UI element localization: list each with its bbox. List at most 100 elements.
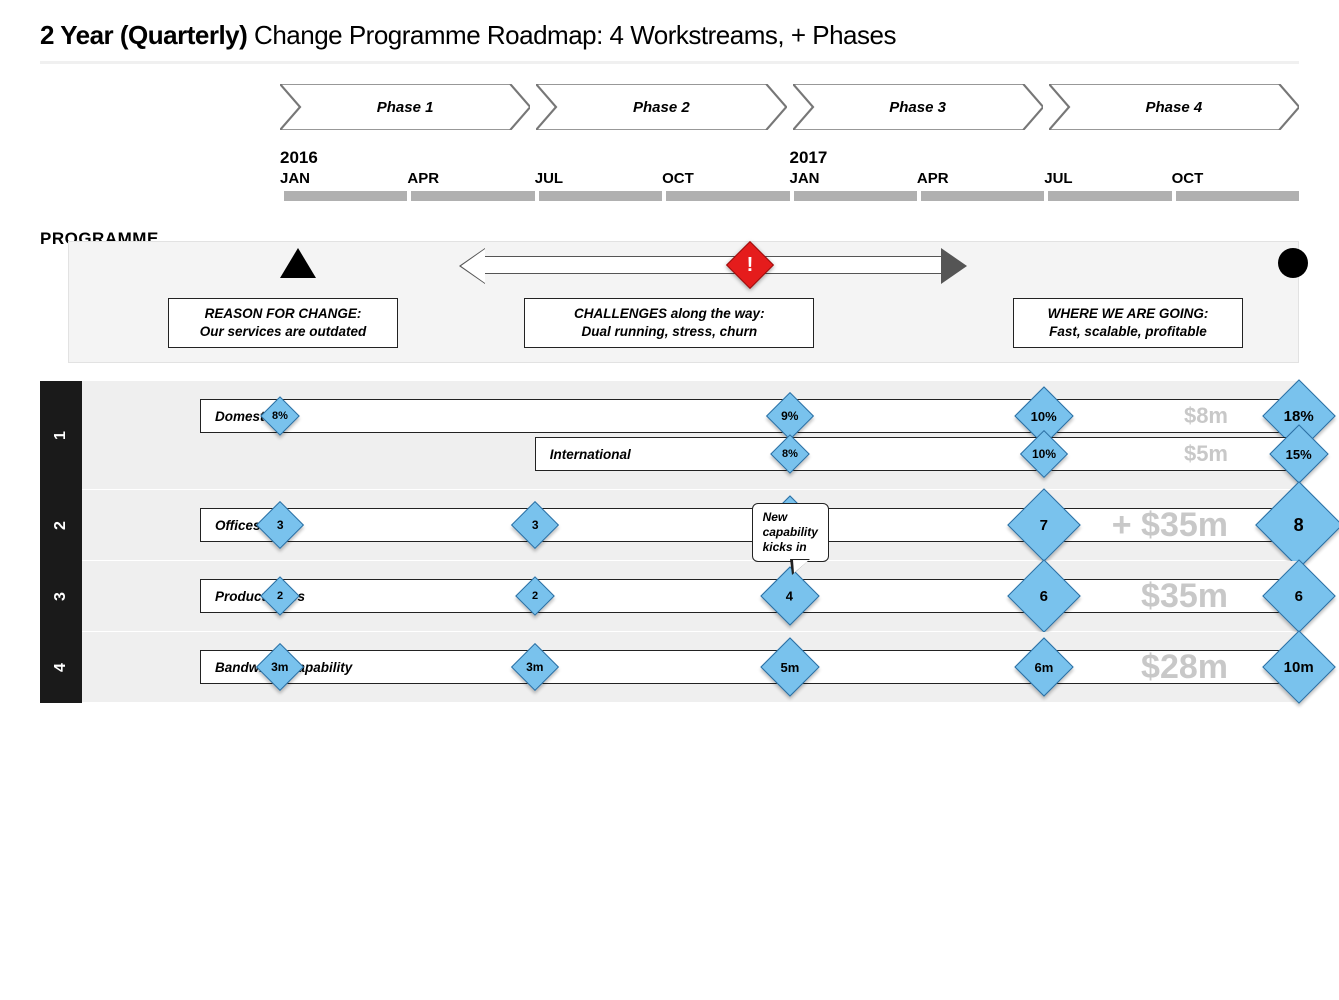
bar-value: $28m [1141,648,1228,687]
month-label: JAN [280,170,407,187]
workstream-body: Domestic$8m8%9%10%18%International$5m8%1… [82,381,1299,490]
title-light: Change Programme Roadmap: 4 Workstreams,… [247,20,896,50]
workstream-body: Product Lines$35m22466Newcapabilitykicks… [82,561,1299,632]
phase-label: Phase 4 [1146,99,1203,116]
milestone-value: 3m [526,660,543,674]
milestone-diamond: 6 [1007,559,1081,633]
phase-label: Phase 3 [889,99,946,116]
month-label: OCT [662,170,789,187]
bar-value: $35m [1141,577,1228,616]
bar-track: Bandwidth Capability$28m3m3m5m6m10m [82,650,1299,684]
workstream-row: 2Offices+ $35m33578 [40,490,1299,561]
start-triangle-icon [280,248,316,278]
workstream-row: 4Bandwidth Capability$28m3m3m5m6m10m [40,632,1299,703]
callout-line: capability [763,525,818,540]
bar-value: $8m [1184,403,1228,429]
milestone-value: 15% [1286,447,1312,462]
note-challenges: CHALLENGES along the way: Dual running, … [524,298,814,348]
milestone-value: 10m [1284,659,1314,676]
workstream-row: 1Domestic$8m8%9%10%18%International$5m8%… [40,381,1299,490]
year-2016: 2016 [280,148,407,168]
note-reason: REASON FOR CHANGE: Our services are outd… [168,298,398,348]
callout-line: kicks in [763,540,818,555]
workstream-number: 4 [40,632,82,703]
end-circle-icon [1278,248,1308,278]
workstream-body: Offices+ $35m33578 [82,490,1299,561]
double-arrow-icon [484,256,942,274]
milestone-value: 2 [277,590,283,602]
phase-chevron: Phase 2 [536,84,786,130]
bar-label: International [536,447,631,462]
month-label: JUL [535,170,662,187]
callout: Newcapabilitykicks in [752,503,829,562]
milestone-value: 6 [1040,588,1048,605]
bar-value: + $35m [1112,506,1228,545]
bar: Product Lines$35m [200,579,1299,613]
bar: Offices + $35m [200,508,1299,542]
milestone-diamond: 15% [1269,424,1328,483]
milestone-value: 6m [1035,659,1054,674]
milestone-value: 6 [1295,588,1303,605]
roadmap-chart: Phase 1 Phase 2 Phase 3 Phase 4 2016 2017 J… [40,84,1299,703]
bar-track: Product Lines$35m22466 [82,579,1299,613]
phase-chevron: Phase 3 [793,84,1043,130]
month-label: APR [917,170,1044,187]
milestone-value: 3m [271,660,288,674]
month-labels: JANAPRJULOCTJANAPRJULOCT [280,170,1299,187]
phase-label: Phase 2 [633,99,690,116]
milestone-value: 10% [1031,409,1057,424]
phase-header: Phase 1 Phase 2 Phase 3 Phase 4 [280,84,1299,130]
bar: Bandwidth Capability$28m [200,650,1299,684]
bar: Domestic$8m [200,399,1299,433]
workstream-number: 1 [40,381,82,490]
note-where: WHERE WE ARE GOING: Fast, scalable, prof… [1013,298,1243,348]
milestone-value: 8% [782,448,798,460]
workstream-row: 3Product Lines$35m22466Newcapabilitykick… [40,561,1299,632]
milestone-value: 3 [277,518,284,532]
warning-diamond-icon: ! [726,241,774,289]
bar-track: Offices+ $35m33578 [82,508,1299,542]
note-challenges-body: Dual running, stress, churn [541,323,797,341]
note-reason-body: Our services are outdated [185,323,381,341]
milestone-value: 8 [1294,514,1304,535]
bar-track: Domestic$8m8%9%10%18% [82,399,1299,433]
workstream-number: 2 [40,490,82,561]
note-challenges-title: CHALLENGES along the way: [541,305,797,323]
milestone-value: 10% [1032,447,1056,461]
milestone-value: 18% [1284,408,1314,425]
warning-symbol: ! [734,249,766,281]
note-where-title: WHERE WE ARE GOING: [1030,305,1226,323]
milestone-diamond: 10m [1262,630,1336,704]
milestone-diamond: 6 [1262,559,1336,633]
note-where-body: Fast, scalable, profitable [1030,323,1226,341]
milestone-diamond: 4 [760,566,819,625]
milestone-diamond: 6m [1015,637,1074,696]
year-2017: 2017 [790,148,917,168]
bar-track: International$5m8%10%15% [82,437,1299,471]
workstream-body: Bandwidth Capability$28m3m3m5m6m10m [82,632,1299,703]
month-label: JUL [1044,170,1171,187]
title-bold: 2 Year (Quarterly) [40,20,247,50]
milestone-value: 9% [781,409,798,423]
note-reason-title: REASON FOR CHANGE: [185,305,381,323]
milestone-diamond: 7 [1007,488,1081,562]
bar-label: Offices [201,518,261,533]
phase-chevron: Phase 4 [1049,84,1299,130]
month-label: OCT [1172,170,1299,187]
phase-label: Phase 1 [377,99,434,116]
callout-line: New [763,510,818,525]
timeline-axis [280,189,1299,203]
milestone-value: 2 [532,590,538,602]
milestone-value: 8% [272,410,288,422]
phase-chevron: Phase 1 [280,84,530,130]
bar: International $5m [535,437,1299,471]
month-label: JAN [790,170,917,187]
programme-band: ! REASON FOR CHANGE: Our services are ou… [280,241,1299,363]
page-title: 2 Year (Quarterly) Change Programme Road… [40,20,1299,64]
milestone-value: 7 [1040,517,1048,534]
milestone-value: 3 [531,518,538,532]
milestone-diamond: 8 [1255,481,1339,569]
year-labels: 2016 2017 [280,148,1299,168]
bar-value: $5m [1184,441,1228,467]
milestone-value: 5m [780,659,799,674]
